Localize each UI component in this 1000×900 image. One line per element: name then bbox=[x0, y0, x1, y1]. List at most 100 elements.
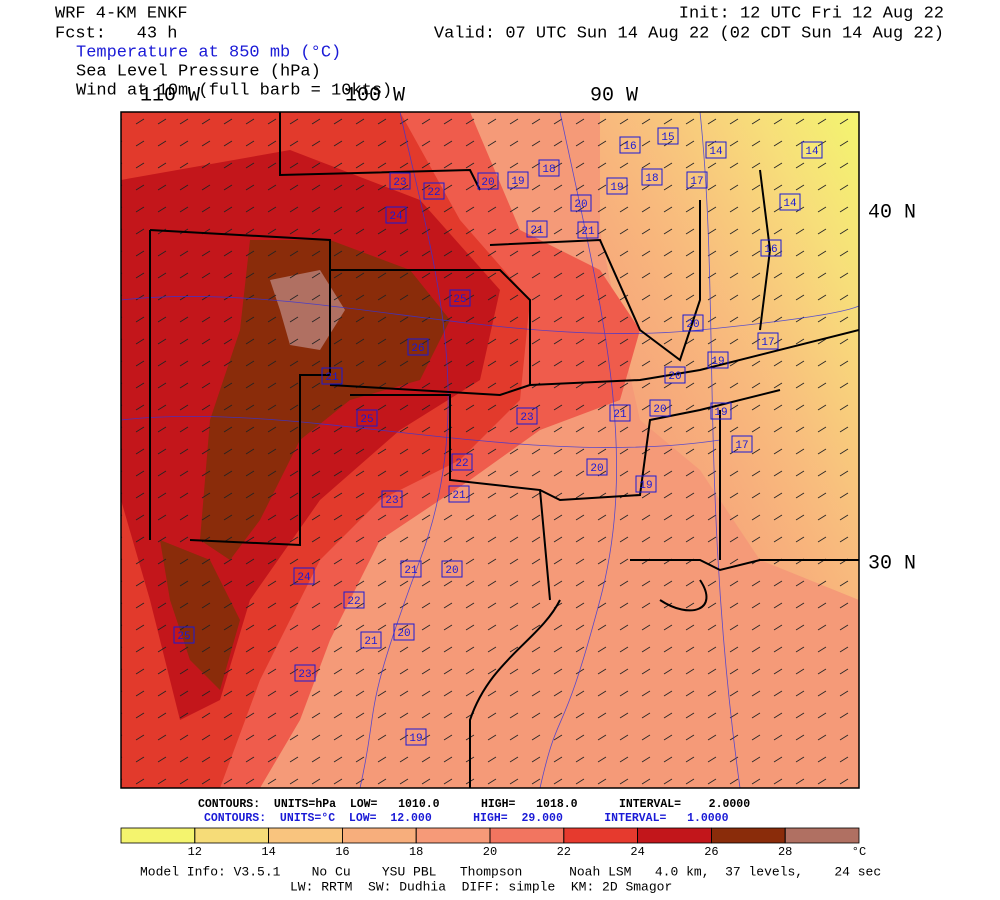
contour-label-box bbox=[321, 367, 343, 385]
contour-label-box bbox=[586, 458, 608, 476]
contour-label-box bbox=[801, 141, 823, 159]
contour-label: 20 bbox=[590, 463, 603, 475]
contour-label: 20 bbox=[653, 404, 666, 416]
longitude-label: 90 W bbox=[590, 84, 638, 107]
colorbar-unit: °C bbox=[852, 845, 866, 859]
field-wind: Wind at 10m (full barb = 10kts) bbox=[76, 81, 392, 100]
init-time: Init: 12 UTC Fri 12 Aug 22 bbox=[679, 4, 944, 23]
contour-label-box bbox=[538, 159, 560, 177]
contour-label-box bbox=[423, 182, 445, 200]
contour-label: 21 bbox=[325, 372, 339, 384]
contour-label-box bbox=[779, 193, 801, 211]
colorbar-swatch bbox=[415, 827, 491, 844]
contour-labels: 15 16 14 14 18 20 19 19 18 17 23 22 14 24 20 21 21 16 25 20… bbox=[173, 127, 823, 746]
contour-label: 22 bbox=[347, 596, 360, 608]
model-info: Model Info: V3.5.1 No Cu YSU PBL Thompso… bbox=[140, 864, 881, 879]
pressure-contour-info: CONTOURS: UNITS=hPa LOW= 1010.0 HIGH= 10… bbox=[198, 798, 750, 811]
contour-label: 22 bbox=[427, 187, 440, 199]
contour-label-box bbox=[360, 631, 382, 649]
colorbar-tick-label: 16 bbox=[335, 845, 349, 859]
colorbar-tick-label: 28 bbox=[778, 845, 792, 859]
contour-label-box bbox=[570, 194, 592, 212]
contour-label-box bbox=[577, 221, 599, 239]
colorbar-swatch bbox=[489, 827, 565, 844]
latitude-label: 30 N bbox=[868, 552, 916, 575]
contour-label-box bbox=[657, 127, 679, 145]
contour-label: 21 bbox=[613, 409, 627, 421]
contour-label: 20 bbox=[686, 319, 699, 331]
colorbar-swatch bbox=[194, 827, 270, 844]
colorbar-tick-label: 24 bbox=[630, 845, 644, 859]
contour-label: 23 bbox=[393, 177, 406, 189]
contour-label: 23 bbox=[385, 495, 398, 507]
model-name: WRF 4-KM ENKF bbox=[55, 4, 188, 23]
contour-label-box bbox=[760, 239, 782, 257]
colorbar-swatch bbox=[711, 827, 786, 844]
map: 15 16 14 14 18 20 19 19 18 17 23 22 14 24 20 21 21 16 25 20… bbox=[121, 112, 859, 788]
contour-label: 16 bbox=[623, 141, 636, 153]
colorbar-tick-label: 26 bbox=[704, 845, 718, 859]
contour-label-box bbox=[173, 626, 195, 644]
latitude-label: 40 N bbox=[868, 201, 916, 224]
temperature-contour-info: CONTOURS: UNITS=°C LOW= 12.000 HIGH= 29.… bbox=[204, 812, 729, 825]
contour-label: 25 bbox=[453, 294, 466, 306]
contour-label: 23 bbox=[298, 669, 311, 681]
contour-label-box bbox=[649, 399, 671, 417]
contour-label: 19 bbox=[711, 356, 724, 368]
colorbar-swatch bbox=[637, 827, 712, 844]
field-pressure: Sea Level Pressure (hPa) bbox=[76, 62, 321, 81]
colorbar-swatch bbox=[341, 827, 417, 844]
contour-label: 14 bbox=[709, 146, 723, 158]
colorbar-tick-label: 20 bbox=[483, 845, 497, 859]
contour-label: 25 bbox=[177, 631, 190, 643]
contour-label: 21 bbox=[530, 225, 544, 237]
contour-label: 19 bbox=[511, 176, 524, 188]
contour-label-box bbox=[686, 171, 708, 189]
colorbar-tick-label: 18 bbox=[409, 845, 423, 859]
contour-label: 14 bbox=[805, 146, 819, 158]
contour-label: 24 bbox=[297, 572, 311, 584]
contour-label-box bbox=[705, 141, 727, 159]
contour-label: 24 bbox=[389, 211, 403, 223]
contour-label-box bbox=[381, 490, 403, 508]
contour-label: 19 bbox=[610, 182, 623, 194]
contour-label-box bbox=[731, 435, 753, 453]
model-physics: LW: RRTM SW: Dudhia DIFF: simple KM: 2D … bbox=[290, 879, 672, 894]
contour-label-box bbox=[451, 453, 473, 471]
colorbar-tick-label: 14 bbox=[261, 845, 275, 859]
colorbar: 12 14 16 18 20 22 24 26 28 °C bbox=[120, 827, 866, 859]
contour-label: 20 bbox=[574, 199, 587, 211]
contour-label: 20 bbox=[397, 628, 410, 640]
contour-label-box bbox=[294, 664, 316, 682]
contour-label: 17 bbox=[690, 176, 703, 188]
contour-label-box bbox=[393, 623, 415, 641]
map-frame bbox=[120, 111, 860, 789]
contour-label: 21 bbox=[404, 565, 418, 577]
longitude-label: 100 W bbox=[345, 84, 405, 107]
contour-label-box bbox=[635, 475, 657, 493]
contour-label-box bbox=[526, 220, 548, 238]
contour-label: 19 bbox=[639, 480, 652, 492]
contour-label-box bbox=[710, 402, 732, 420]
contour-label: 21 bbox=[581, 226, 595, 238]
colorbar-swatch bbox=[268, 827, 343, 844]
contour-label: 19 bbox=[409, 733, 422, 745]
contour-label: 15 bbox=[661, 132, 674, 144]
contour-label-box bbox=[405, 728, 427, 746]
valid-time: Valid: 07 UTC Sun 14 Aug 22 (02 CDT Sun … bbox=[434, 24, 944, 43]
contour-label: 21 bbox=[364, 636, 378, 648]
contour-label-box bbox=[407, 338, 429, 356]
contour-label: 20 bbox=[481, 177, 494, 189]
contour-label: 19 bbox=[714, 407, 727, 419]
contour-label-box bbox=[757, 332, 779, 350]
field-temperature: Temperature at 850 mb (°C) bbox=[76, 43, 341, 62]
contour-label-box bbox=[400, 560, 422, 578]
contour-label-box bbox=[606, 177, 628, 195]
contour-label-box bbox=[441, 560, 463, 578]
contour-label-box bbox=[609, 404, 631, 422]
colorbar-swatch bbox=[120, 827, 196, 844]
contour-label-box bbox=[507, 171, 529, 189]
longitude-label: 110 W bbox=[140, 84, 200, 107]
contour-label-box bbox=[641, 168, 663, 186]
